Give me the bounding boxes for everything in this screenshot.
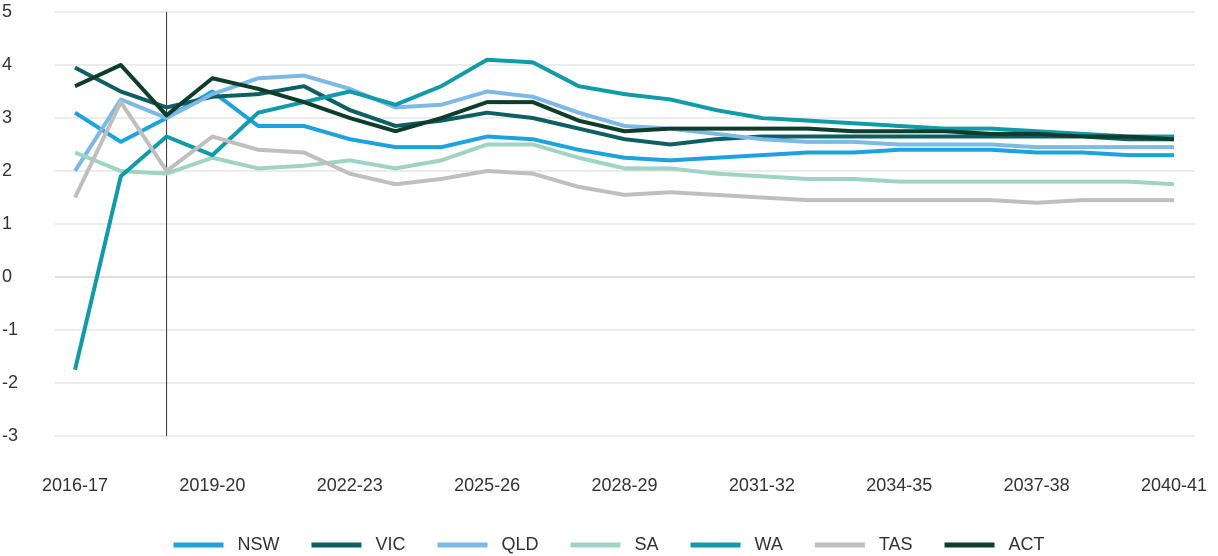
legend-label: QLD: [501, 534, 538, 554]
series-line: [73, 100, 1174, 205]
x-tick-label: 2037-38: [1004, 475, 1070, 495]
legend-label: NSW: [237, 534, 279, 554]
series-line: [73, 89, 1174, 163]
y-tick-label: -3: [2, 425, 18, 445]
series-line: [73, 57, 1174, 371]
legend-label: ACT: [1009, 534, 1045, 554]
series-line: [74, 142, 1175, 187]
y-tick-label: 0: [2, 266, 12, 286]
legend-label: SA: [635, 534, 659, 554]
y-tick-label: 3: [2, 107, 12, 127]
series-line: [73, 73, 1174, 173]
series-line: [74, 63, 1175, 142]
x-tick-label: 2040-41: [1141, 475, 1207, 495]
y-tick-label: -1: [2, 319, 18, 339]
x-tick-label: 2022-23: [317, 475, 383, 495]
x-tick-label: 2019-20: [179, 475, 245, 495]
y-tick-label: -2: [2, 372, 18, 392]
x-tick-label: 2016-17: [42, 475, 108, 495]
legend-label: TAS: [879, 534, 913, 554]
y-tick-label: 4: [2, 54, 12, 74]
legend-label: VIC: [375, 534, 405, 554]
x-tick-label: 2028-29: [591, 475, 657, 495]
series-line: [74, 65, 1174, 147]
legend-label: WA: [755, 534, 783, 554]
x-tick-label: 2031-32: [729, 475, 795, 495]
x-tick-label: 2034-35: [866, 475, 932, 495]
x-tick-label: 2025-26: [454, 475, 520, 495]
y-tick-label: 2: [2, 160, 12, 180]
y-tick-label: 5: [2, 1, 12, 21]
y-tick-label: 1: [2, 213, 12, 233]
